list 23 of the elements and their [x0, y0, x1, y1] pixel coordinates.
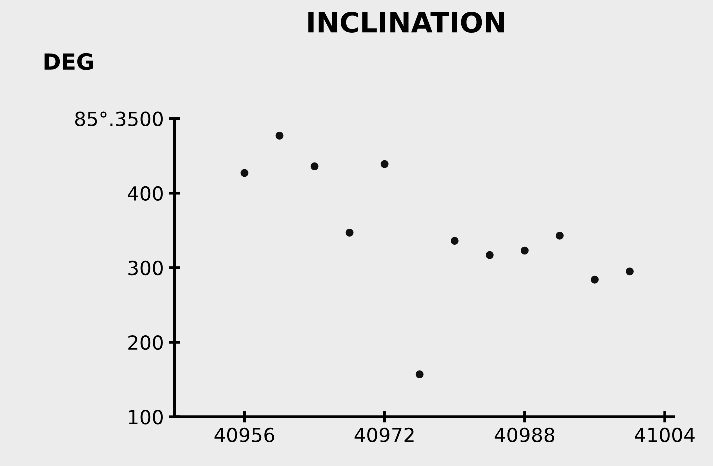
- y-tick-label: 85°.3500: [75, 112, 163, 126]
- x-tick-label: 41004: [635, 428, 695, 443]
- x-tick-label: 40988: [494, 428, 555, 443]
- point: [346, 228, 354, 237]
- point: [450, 237, 459, 246]
- point: [240, 169, 249, 178]
- point: [310, 162, 319, 170]
- y-tick-label: 400: [128, 186, 163, 202]
- point: [380, 160, 389, 168]
- point: [556, 232, 564, 240]
- x-tick-label: 40956: [214, 428, 274, 443]
- x-tick-label: 40972: [354, 428, 414, 443]
- chart-title: INCLINATION: [308, 12, 504, 34]
- point: [486, 251, 494, 260]
- point: [416, 370, 424, 379]
- y-axis-title: DEG: [44, 53, 94, 70]
- point: [276, 132, 284, 140]
- point: [626, 268, 634, 276]
- point: [591, 276, 599, 284]
- y-tick-label: 200: [128, 335, 163, 350]
- point: [520, 246, 529, 255]
- y-tick-label: 100: [129, 410, 163, 425]
- y-tick-label: 300: [128, 260, 163, 276]
